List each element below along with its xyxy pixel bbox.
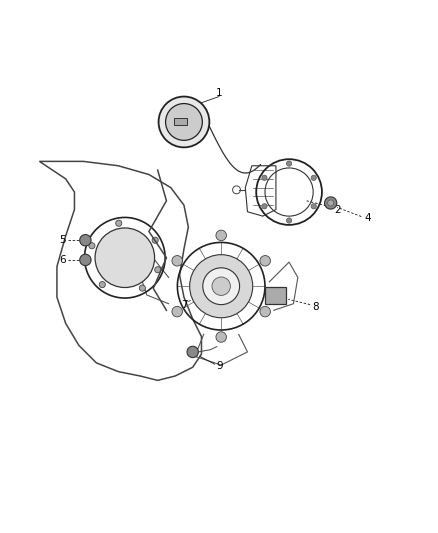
Circle shape xyxy=(116,220,122,227)
Circle shape xyxy=(260,306,270,317)
Text: 8: 8 xyxy=(312,302,319,312)
Text: 4: 4 xyxy=(364,213,371,223)
Circle shape xyxy=(80,235,91,246)
Text: 1: 1 xyxy=(215,87,223,98)
Circle shape xyxy=(155,266,161,273)
Circle shape xyxy=(89,243,95,249)
Text: 5: 5 xyxy=(59,235,66,245)
Circle shape xyxy=(166,103,202,140)
Circle shape xyxy=(212,277,230,295)
Circle shape xyxy=(311,204,316,209)
Circle shape xyxy=(262,204,267,209)
Text: 9: 9 xyxy=(216,361,223,372)
Circle shape xyxy=(262,175,267,181)
Circle shape xyxy=(187,346,198,358)
Circle shape xyxy=(328,200,334,206)
Text: 2: 2 xyxy=(334,205,341,215)
Circle shape xyxy=(172,306,183,317)
Circle shape xyxy=(95,228,155,287)
Circle shape xyxy=(99,281,106,288)
Circle shape xyxy=(311,175,316,181)
Circle shape xyxy=(286,161,292,166)
Circle shape xyxy=(272,292,279,299)
Circle shape xyxy=(159,96,209,147)
Circle shape xyxy=(139,285,145,291)
Text: 7: 7 xyxy=(181,300,188,310)
Circle shape xyxy=(80,254,91,265)
Circle shape xyxy=(216,230,226,241)
Circle shape xyxy=(190,255,253,318)
FancyBboxPatch shape xyxy=(174,118,187,125)
Wedge shape xyxy=(134,232,155,268)
Circle shape xyxy=(260,255,270,266)
Circle shape xyxy=(172,255,183,266)
FancyBboxPatch shape xyxy=(265,287,286,304)
Text: 6: 6 xyxy=(59,255,66,265)
Circle shape xyxy=(152,237,158,243)
Circle shape xyxy=(203,268,240,304)
Circle shape xyxy=(286,218,292,223)
Circle shape xyxy=(216,332,226,342)
Circle shape xyxy=(325,197,337,209)
